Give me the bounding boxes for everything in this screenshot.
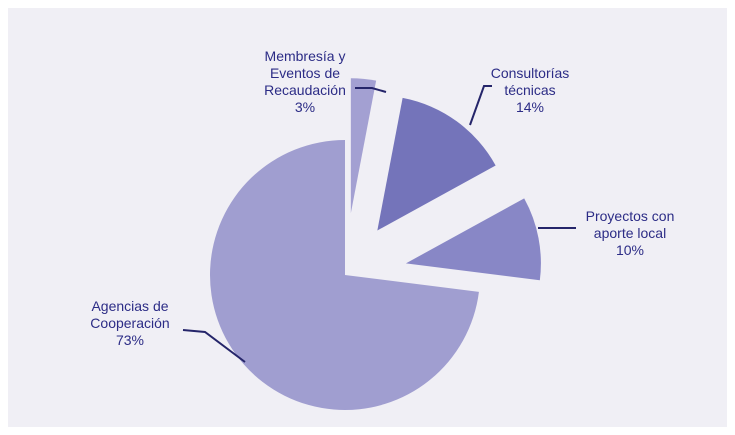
pie-slice	[350, 78, 377, 214]
slice-label: Agencias de Cooperación 73%	[80, 298, 180, 349]
slice-label: Membresía y Eventos de Recaudación 3%	[255, 48, 355, 116]
pie-slice	[377, 97, 496, 231]
leader-line	[469, 85, 492, 126]
category-label: Proyectos con aporte local	[585, 208, 675, 241]
value-label: 3%	[294, 99, 316, 115]
category-label: Consultorías técnicas	[490, 65, 570, 98]
value-label: 73%	[115, 332, 145, 348]
slice-label: Proyectos con aporte local 10%	[575, 208, 685, 259]
value-label: 14%	[515, 99, 545, 115]
value-label: 10%	[615, 242, 645, 258]
category-label: Agencias de Cooperación	[90, 298, 170, 331]
leader-line	[355, 87, 387, 93]
leader-line	[182, 329, 246, 363]
pie-slice	[209, 140, 479, 410]
category-label: Membresía y Eventos de Recaudación	[264, 48, 346, 98]
slice-label: Consultorías técnicas 14%	[480, 65, 580, 116]
pie-slice	[405, 198, 541, 281]
